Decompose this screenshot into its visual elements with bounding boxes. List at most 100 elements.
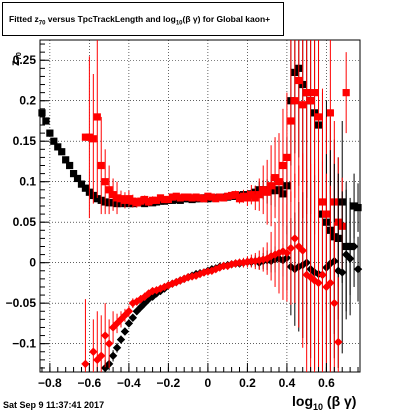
data-point-diamond [112, 343, 122, 352]
data-point-square [69, 170, 78, 178]
data-point-square [263, 188, 271, 196]
data-point-square [117, 195, 125, 203]
data-point-diamond [298, 246, 307, 255]
data-point-square [231, 191, 240, 199]
data-point-square [97, 161, 105, 170]
y-tick-label: −0.05 [6, 296, 37, 310]
axes: −0.8 −0.6 −0.4 −0.2 0 0.2 0.4 0.6 −0.1 −0.05 0 0.05… [6, 43, 359, 390]
title-symbol-sub: 70 [38, 20, 46, 27]
data-point-diamond [326, 278, 335, 288]
data-point-square [156, 194, 165, 202]
data-point-square [93, 113, 101, 121]
data-point-square [62, 156, 70, 164]
data-point-square [50, 137, 58, 145]
data-point-square [326, 109, 334, 117]
data-point-square [141, 195, 149, 204]
data-point-square [93, 195, 101, 203]
data-point-square [145, 198, 153, 206]
x-tick-label: −0.2 [157, 376, 181, 390]
data-point-square [307, 97, 315, 105]
data-point-diamond [176, 276, 185, 285]
data-point-square [259, 186, 267, 194]
data-point-diamond [81, 359, 90, 369]
data-point-square [295, 76, 303, 85]
x-tick-label: −0.6 [78, 376, 102, 390]
data-point-square [196, 194, 204, 202]
data-point-square [113, 194, 121, 202]
data-point-diamond [124, 319, 134, 328]
data-point-diamond [89, 347, 98, 356]
data-point-square [299, 101, 307, 109]
data-point-square [176, 194, 184, 202]
data-point-square [148, 196, 157, 204]
data-point-square [235, 195, 244, 203]
data-point-square [200, 195, 208, 203]
title-log-sub: 10 [175, 20, 183, 27]
y-axis-title: z70 [8, 52, 22, 66]
title-symbol: z [34, 14, 39, 24]
data-point-square [228, 191, 236, 200]
data-point-diamond [338, 268, 347, 277]
data-point-square [275, 178, 283, 186]
data-point-square [42, 117, 50, 125]
data-point-diamond [278, 247, 288, 256]
x-tick-label: −0.8 [38, 376, 62, 390]
data-point-square [105, 186, 113, 194]
data-point-square [73, 174, 82, 183]
data-point-diamond [243, 257, 252, 267]
data-point-square [160, 195, 169, 204]
data-point-diamond [318, 270, 327, 280]
data-point-square [216, 193, 224, 201]
data-point-square [125, 195, 133, 203]
data-point-diamond [104, 339, 114, 348]
data-point-square [287, 117, 295, 125]
footer-date: Sat Sep 9 11:37:41 2017 [3, 400, 105, 410]
data-point-square [291, 97, 299, 105]
data-point-square [184, 193, 192, 201]
data-point-square [180, 193, 188, 201]
data-point-square [283, 153, 291, 162]
data-point-square [314, 113, 323, 121]
data-point-square [137, 197, 145, 205]
data-point-square [243, 194, 252, 202]
data-point-square [38, 109, 46, 117]
chart-title: Fitted z70 versus TpcTrackLength and log… [9, 14, 270, 27]
series-layer [38, 40, 363, 373]
y-tick-label: 0 [29, 256, 36, 270]
data-point-diamond [148, 292, 157, 301]
data-point-square [81, 133, 90, 141]
data-point-square [224, 192, 232, 200]
y-tick-label: 0.05 [13, 215, 37, 229]
data-point-diamond [353, 264, 363, 274]
data-point-diamond [334, 337, 343, 347]
data-point-square [46, 129, 54, 137]
data-point-square [267, 182, 275, 190]
x-tick-label: 0.4 [279, 376, 296, 390]
data-point-square [172, 192, 180, 200]
data-point-square [279, 161, 287, 170]
data-point-diamond [120, 311, 130, 320]
data-point-diamond [97, 351, 106, 361]
data-point-square [141, 199, 149, 208]
data-point-square [354, 204, 362, 212]
data-point-square [251, 194, 259, 202]
title-suffix: (β γ) for Global kaon+ [182, 14, 271, 24]
x-tick-label: 0.2 [239, 376, 256, 390]
y-tick-label: 0.25 [13, 53, 37, 67]
data-point-square [168, 193, 176, 201]
data-point-diamond [314, 278, 323, 288]
series-3 [81, 153, 343, 372]
x-tick-label: −0.4 [117, 376, 141, 390]
data-point-diamond [128, 298, 138, 308]
data-point-diamond [120, 327, 130, 336]
data-point-square [109, 191, 117, 199]
title-middle: versus TpcTrackLength and log [45, 14, 176, 24]
data-point-diamond [345, 254, 355, 263]
data-point-square [212, 195, 220, 203]
data-point-square [85, 133, 93, 141]
data-point-square [310, 89, 319, 97]
data-point-diamond [290, 234, 300, 243]
data-point-square [89, 135, 97, 143]
data-point-diamond [100, 331, 110, 340]
